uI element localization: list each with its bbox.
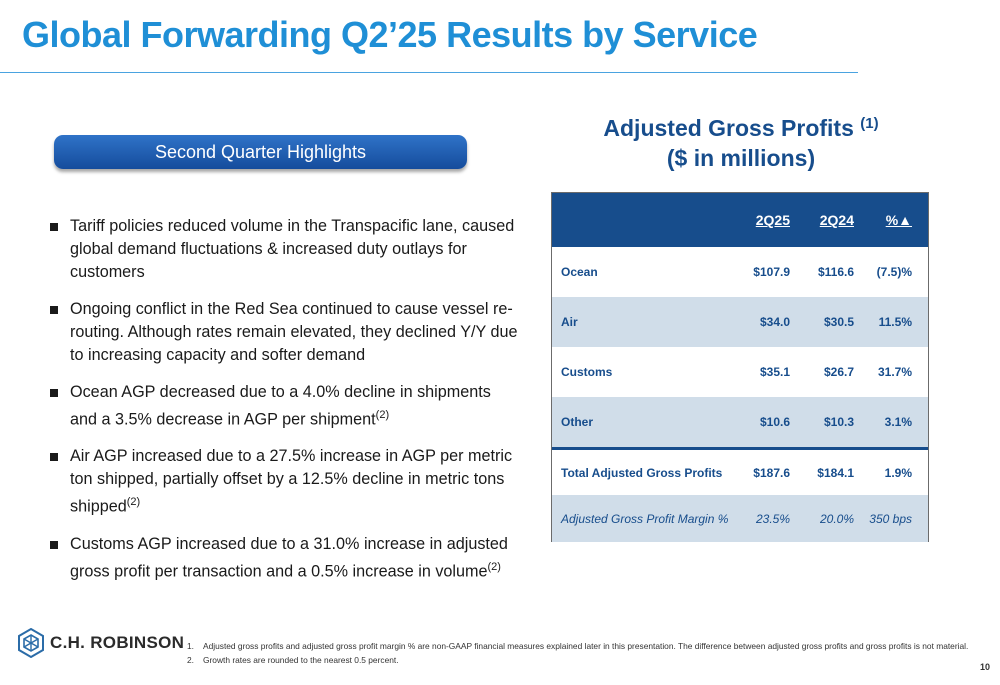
footnote-number: 1.: [187, 641, 194, 651]
row-label: Air: [561, 315, 578, 329]
bullet-square-icon: [50, 453, 58, 462]
cell-value: 1.9%: [884, 465, 912, 480]
footnote-text: Growth rates are rounded to the nearest …: [203, 655, 399, 665]
bullet-text: Air AGP increased due to a 27.5% increas…: [70, 447, 513, 516]
cell-value: $187.6: [753, 465, 790, 480]
cell-value: 350 bps: [869, 511, 912, 526]
footnote: 2. Growth rates are rounded to the neares…: [187, 653, 968, 667]
table-header-row: 2Q25 2Q24 %▲: [552, 193, 928, 247]
page-number: 10: [979, 662, 990, 672]
cell-value: (7.5)%: [876, 265, 912, 279]
cell-value: $10.6: [759, 415, 790, 429]
bullet-text: Customs AGP increased due to a 31.0% inc…: [70, 534, 508, 581]
highlights-list: Tariff policies reduced volume in the Tr…: [50, 215, 520, 597]
cell-value: 23.5%: [755, 511, 790, 526]
table-title-line1: Adjusted Gross Profits: [603, 115, 854, 141]
cell-value: $34.0: [759, 315, 790, 329]
row-label: Ocean: [561, 265, 598, 279]
bullet-text: Tariff policies reduced volume in the Tr…: [70, 217, 515, 281]
footnote-text: Adjusted gross profits and adjusted gros…: [203, 641, 969, 651]
bullet-square-icon: [50, 540, 58, 549]
column-header: 2Q25: [755, 212, 790, 228]
agp-table: 2Q25 2Q24 %▲ Ocean $107.9 $116.6 (7.5)% …: [551, 192, 929, 542]
bullet-text: Ongoing conflict in the Red Sea continue…: [70, 300, 518, 364]
row-label: Total Adjusted Gross Profits: [561, 465, 723, 480]
column-header: %▲: [885, 212, 912, 228]
cell-value: $107.9: [753, 265, 790, 279]
company-logo: C.H. ROBINSON: [18, 628, 184, 658]
page-title: Global Forwarding Q2’25 Results by Servi…: [22, 14, 758, 55]
footnote-number: 2.: [187, 655, 194, 665]
list-item: Ocean AGP decreased due to a 4.0% declin…: [50, 381, 520, 431]
cell-value: 3.1%: [884, 415, 912, 429]
list-item: Tariff policies reduced volume in the Tr…: [50, 215, 520, 284]
list-item: Ongoing conflict in the Red Sea continue…: [50, 298, 520, 367]
list-item: Air AGP increased due to a 27.5% increas…: [50, 445, 520, 518]
table-row: Ocean $107.9 $116.6 (7.5)%: [552, 247, 928, 297]
hexagon-logo-icon: [18, 628, 44, 658]
table-title-line2: ($ in millions): [666, 145, 816, 171]
table-title: Adjusted Gross Profits (1) ($ in million…: [552, 113, 930, 173]
bullet-square-icon: [50, 223, 58, 231]
bullet-square-icon: [50, 389, 58, 397]
table-row: Air $34.0 $30.5 11.5%: [552, 297, 928, 347]
table-row: Customs $35.1 $26.7 31.7%: [552, 347, 928, 397]
column-header: 2Q24: [819, 212, 854, 228]
footnote-ref: (2): [375, 409, 390, 421]
row-label: Adjusted Gross Profit Margin %: [561, 511, 729, 526]
footnote: 1. Adjusted gross profits and adjusted gr…: [187, 639, 968, 653]
highlights-banner: Second Quarter Highlights: [54, 135, 467, 169]
cell-value: 20.0%: [819, 511, 854, 526]
cell-value: $26.7: [823, 365, 854, 379]
cell-value: $30.5: [823, 315, 854, 329]
cell-value: 11.5%: [878, 315, 912, 329]
title-divider: [0, 72, 858, 73]
bullet-text: Ocean AGP decreased due to a 4.0% declin…: [70, 383, 491, 429]
table-total-row: Total Adjusted Gross Profits $187.6 $184…: [552, 447, 928, 495]
footnotes: 1. Adjusted gross profits and adjusted gr…: [187, 639, 968, 667]
cell-value: 31.7%: [877, 365, 912, 379]
logo-wordmark: C.H. ROBINSON: [50, 633, 185, 652]
bullet-square-icon: [50, 306, 58, 314]
cell-value: $10.3: [823, 415, 854, 429]
row-label: Customs: [561, 365, 613, 379]
footnote-ref: (2): [487, 560, 501, 573]
cell-value: $35.1: [759, 365, 790, 379]
cell-value: $184.1: [817, 465, 854, 480]
footnote-ref: (2): [126, 496, 141, 509]
table-margin-row: Adjusted Gross Profit Margin % 23.5% 20.…: [552, 495, 928, 542]
list-item: Customs AGP increased due to a 31.0% inc…: [50, 533, 520, 583]
cell-value: $116.6: [817, 265, 854, 279]
table-title-footnote-ref: (1): [860, 115, 879, 132]
table-row: Other $10.6 $10.3 3.1%: [552, 397, 928, 447]
row-label: Other: [561, 415, 594, 429]
